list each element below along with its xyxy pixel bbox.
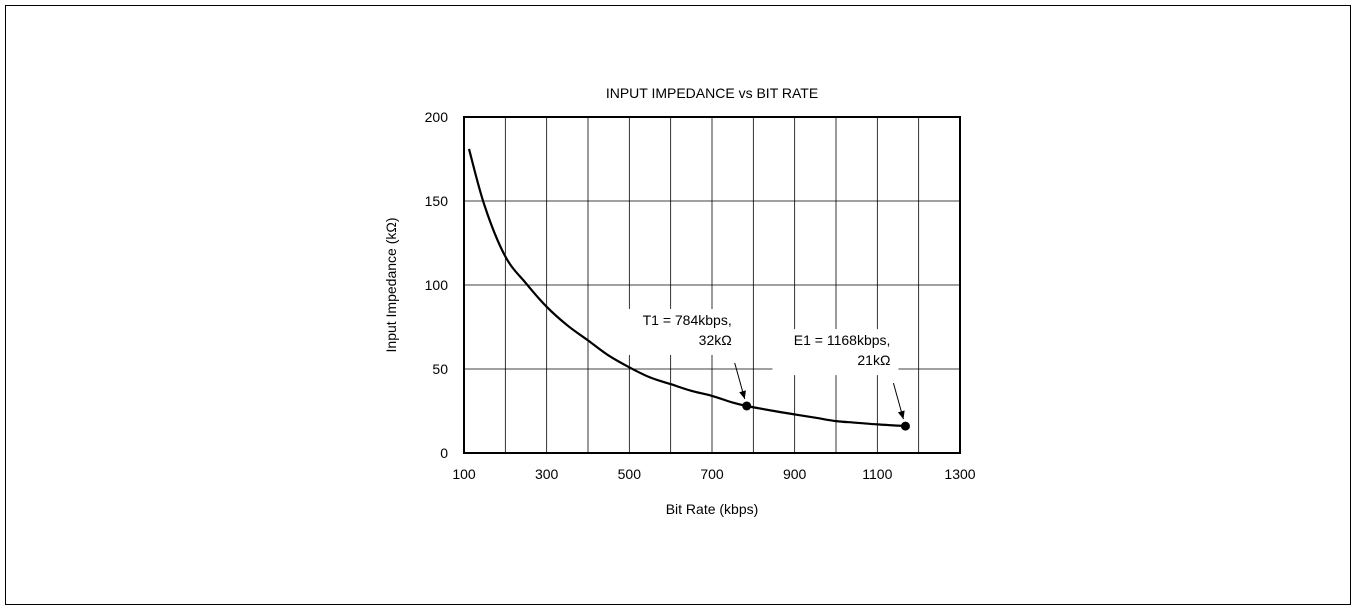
y-tick-label: 0	[440, 445, 448, 461]
y-tick-label: 50	[432, 361, 448, 377]
annotation-background	[613, 308, 740, 355]
annotation-label: T1 = 784kbps,	[643, 312, 732, 328]
x-axis-label: Bit Rate (kbps)	[666, 501, 759, 517]
y-axis-label: Input Impedance (kΩ)	[383, 218, 399, 353]
x-tick-label: 500	[618, 466, 642, 482]
data-point-marker	[900, 421, 910, 431]
x-tick-label: 900	[783, 466, 807, 482]
x-tick-label: 100	[452, 466, 476, 482]
y-tick-label: 200	[425, 109, 449, 125]
chart-title: INPUT IMPEDANCE vs BIT RATE	[606, 85, 818, 101]
x-tick-label: 300	[535, 466, 559, 482]
y-tick-label: 100	[425, 277, 449, 293]
x-tick-label: 1100	[862, 466, 892, 482]
plot-frame	[463, 116, 961, 454]
impedance-curve	[467, 148, 906, 428]
y-tick-labels: 0 50 100 150 200	[425, 109, 449, 461]
annotations: T1 = 784kbps, 32kΩ E1 = 1168kbps, 21kΩ	[613, 308, 910, 431]
annotation-label: E1 = 1168kbps,	[794, 332, 891, 348]
x-tick-label: 700	[700, 466, 724, 482]
annotation-arrowhead	[897, 410, 905, 420]
annotation-label: 32kΩ	[699, 332, 732, 348]
x-tick-label: 1300	[944, 466, 975, 482]
annotation-arrowhead	[739, 390, 746, 399]
grid	[464, 117, 960, 453]
x-tick-labels: 100 300 500 700 900 1100 1300	[452, 466, 975, 482]
data-point-marker	[742, 401, 752, 411]
annotation-background	[772, 329, 899, 376]
annotation-label: 21kΩ	[857, 352, 890, 368]
y-tick-label: 150	[425, 193, 449, 209]
